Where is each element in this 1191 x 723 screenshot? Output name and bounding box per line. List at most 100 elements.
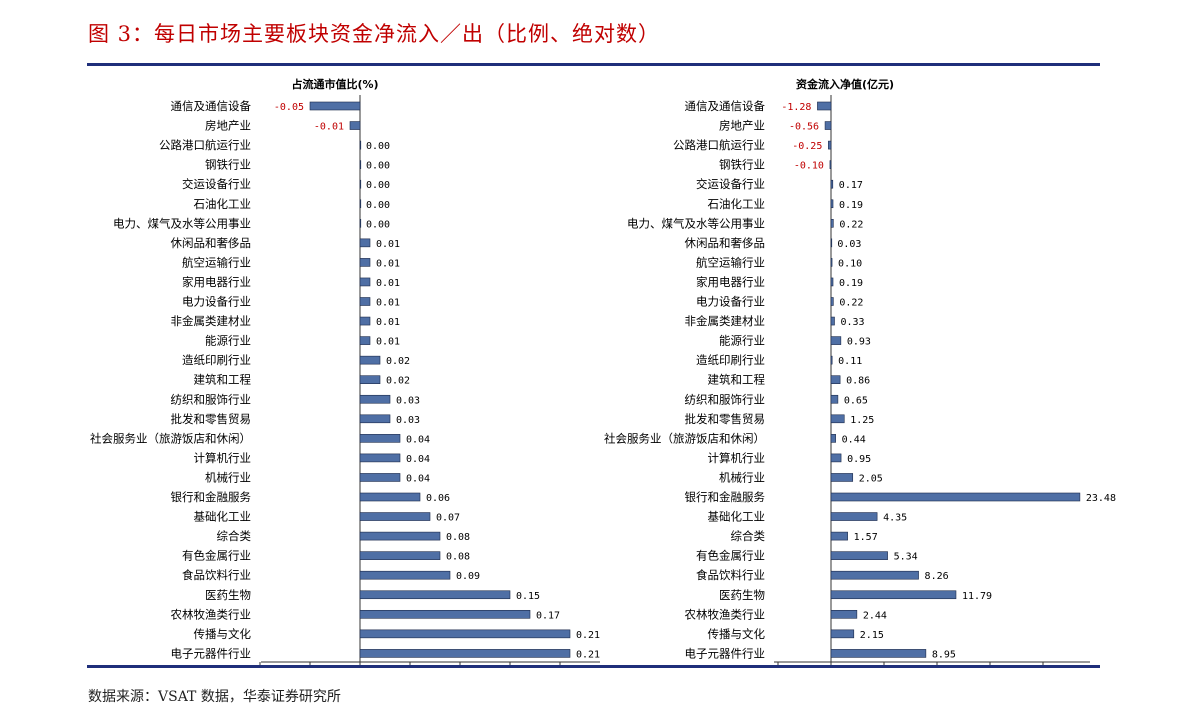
category-label: 能源行业 — [205, 334, 251, 348]
category-label: 造纸印刷行业 — [182, 353, 251, 367]
data-label: 0.01 — [376, 239, 400, 250]
data-label: 0.06 — [426, 493, 450, 504]
bar — [824, 121, 832, 130]
data-label: 0.00 — [366, 141, 390, 152]
bar — [359, 140, 362, 150]
data-label: 2.44 — [863, 610, 887, 621]
data-label: -0.25 — [792, 141, 822, 152]
chart-title: 占流通市值比(%) — [291, 77, 378, 91]
data-label: 11.79 — [962, 591, 992, 602]
bar — [830, 434, 836, 443]
bar — [830, 258, 833, 267]
bar — [349, 121, 361, 130]
bar — [830, 590, 957, 600]
bar — [830, 394, 839, 404]
data-label: 0.17 — [839, 180, 863, 191]
data-label: 4.35 — [883, 513, 907, 524]
bar — [359, 160, 362, 169]
bar — [830, 551, 888, 560]
data-label: 0.02 — [386, 356, 410, 367]
data-label: 0.19 — [839, 278, 863, 289]
category-label: 家用电器行业 — [696, 275, 765, 289]
data-label: 0.08 — [446, 552, 470, 563]
bar — [830, 316, 835, 326]
bar — [830, 199, 834, 209]
category-label: 通信及通信设备 — [171, 99, 252, 113]
category-label: 银行和金融服务 — [171, 490, 252, 504]
bar — [359, 394, 391, 404]
category-label: 纺织和服饰行业 — [685, 392, 766, 406]
bar — [830, 414, 845, 424]
bar — [359, 590, 511, 600]
data-label: 0.11 — [838, 356, 862, 367]
data-label: 0.22 — [839, 298, 863, 309]
category-label: 传播与文化 — [708, 627, 766, 641]
bar — [830, 473, 854, 482]
category-label: 传播与文化 — [194, 627, 252, 641]
bottom-rule — [87, 665, 1100, 668]
data-label: 1.57 — [854, 532, 878, 543]
data-label: 2.15 — [860, 630, 884, 641]
data-label: 0.93 — [847, 337, 871, 348]
category-label: 石油化工业 — [194, 197, 252, 211]
category-label: 造纸印刷行业 — [696, 353, 765, 367]
data-label: 2.05 — [859, 473, 883, 484]
category-label: 电力、煤气及水等公用事业 — [113, 216, 251, 230]
bar — [830, 238, 833, 248]
bar — [830, 531, 848, 541]
category-label: 交运设备行业 — [182, 177, 251, 191]
data-label: 0.07 — [436, 513, 460, 524]
category-label: 批发和零售贸易 — [685, 412, 766, 426]
bar — [817, 101, 832, 111]
bar — [359, 512, 431, 521]
category-label: 航空运输行业 — [182, 255, 251, 269]
bar — [359, 531, 441, 541]
category-label: 农林牧渔类行业 — [171, 607, 252, 621]
bar — [830, 219, 834, 228]
data-label: -0.56 — [789, 122, 819, 133]
category-label: 非金属类建材业 — [171, 314, 252, 328]
category-label: 电子元器件行业 — [685, 646, 766, 660]
category-label: 非金属类建材业 — [685, 314, 766, 328]
category-label: 房地产业 — [719, 119, 765, 133]
category-label: 食品饮料行业 — [182, 568, 251, 582]
bar — [830, 609, 858, 619]
data-label: 0.01 — [376, 317, 400, 328]
bar — [359, 199, 362, 209]
bar — [359, 238, 371, 248]
data-label: 1.25 — [850, 415, 874, 426]
data-label: 0.01 — [376, 258, 400, 269]
data-label: 0.09 — [456, 571, 480, 582]
data-label: -1.28 — [781, 102, 811, 113]
category-label: 综合类 — [217, 529, 252, 543]
category-label: 建筑和工程 — [708, 373, 766, 387]
figure-title: 图 3：每日市场主要板块资金净流入／出（比例、绝对数） — [88, 22, 661, 46]
bar — [830, 570, 919, 580]
source-note: 数据来源：VSAT 数据，华泰证券研究所 — [88, 689, 341, 705]
bar — [830, 629, 855, 639]
chart-panel-2: 资金流入净值(亿元) 通信及通信设备 -1.28 房地产业 -0.56 公路港口航运行业 -… — [604, 77, 1116, 666]
category-label: 有色金属行业 — [696, 549, 765, 563]
data-label: 8.95 — [932, 649, 956, 660]
bar — [359, 649, 571, 658]
category-label: 机械行业 — [205, 470, 251, 484]
data-label: 0.03 — [396, 415, 420, 426]
data-label: 0.00 — [366, 180, 390, 191]
bar — [830, 355, 833, 365]
category-label: 石油化工业 — [708, 197, 766, 211]
bar — [830, 492, 1081, 502]
data-label: 0.03 — [396, 395, 420, 406]
bar — [359, 375, 381, 385]
bar — [830, 336, 842, 345]
category-label: 建筑和工程 — [194, 373, 252, 387]
data-label: 0.00 — [366, 200, 390, 211]
category-label: 银行和金融服务 — [685, 490, 766, 504]
data-label: 0.04 — [406, 473, 430, 484]
category-label: 能源行业 — [719, 334, 765, 348]
bar — [359, 492, 421, 502]
data-label: 0.02 — [386, 376, 410, 387]
data-label: 0.21 — [576, 630, 600, 641]
data-label: 0.33 — [840, 317, 864, 328]
category-label: 基础化工业 — [194, 510, 252, 524]
bar — [359, 316, 371, 326]
